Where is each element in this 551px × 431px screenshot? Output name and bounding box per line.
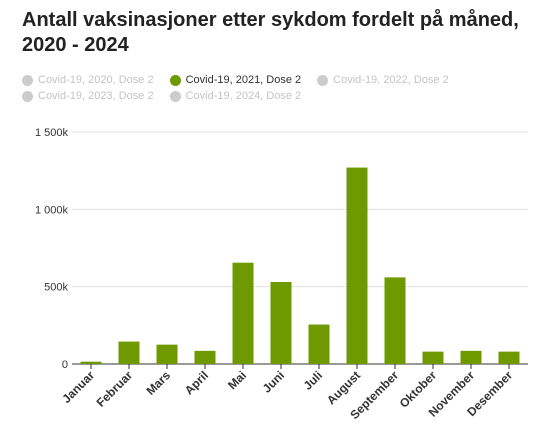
legend-item[interactable]: Covid-19, 2024, Dose 2	[169, 90, 302, 102]
x-tick-label: Juni	[260, 368, 287, 395]
y-tick-label: 500k	[44, 282, 68, 294]
bar[interactable]	[194, 350, 216, 364]
y-tick-label: 1 000k	[35, 204, 69, 216]
legend-row: Covid-19, 2020, Dose 2 Covid-19, 2021, Do…	[22, 72, 542, 88]
legend-label: Covid-19, 2023, Dose 2	[38, 90, 154, 102]
bar[interactable]	[270, 282, 292, 364]
legend-row: Covid-19, 2023, Dose 2 Covid-19, 2024, Do…	[22, 88, 542, 104]
legend-dot-icon	[169, 74, 181, 86]
legend-label: Covid-19, 2022, Dose 2	[333, 74, 449, 86]
chart-legend: Covid-19, 2020, Dose 2 Covid-19, 2021, Do…	[22, 72, 542, 104]
bar[interactable]	[422, 351, 444, 364]
legend-item[interactable]: Covid-19, 2023, Dose 2	[22, 90, 154, 102]
legend-item[interactable]: Covid-19, 2020, Dose 2	[22, 74, 154, 86]
x-tick-label: Mars	[143, 368, 173, 398]
bar[interactable]	[308, 324, 330, 364]
bar[interactable]	[346, 167, 368, 364]
legend-label: Covid-19, 2024, Dose 2	[185, 90, 302, 102]
bar[interactable]	[460, 350, 482, 364]
bar[interactable]	[80, 361, 102, 364]
x-tick-label: Mai	[225, 368, 249, 392]
x-tick-label: Februar	[94, 368, 136, 410]
legend-label: Covid-19, 2021, Dose 2	[185, 74, 302, 86]
legend-item[interactable]: Covid-19, 2022, Dose 2	[317, 74, 449, 86]
y-tick-label: 0	[62, 359, 68, 371]
legend-dot-icon	[169, 90, 181, 102]
legend-dot-icon	[22, 90, 33, 102]
chart-title: Antall vaksinasjoner etter sykdom fordel…	[22, 9, 519, 56]
bar[interactable]	[156, 344, 178, 364]
legend-label: Covid-19, 2020, Dose 2	[38, 74, 154, 86]
bar[interactable]	[384, 277, 406, 364]
legend-dot-icon	[22, 74, 33, 86]
bar[interactable]	[118, 341, 140, 364]
y-tick-label: 1 500k	[35, 127, 69, 139]
x-tick-label: Januar	[59, 368, 97, 406]
bar[interactable]	[498, 351, 520, 364]
bar[interactable]	[232, 262, 254, 364]
x-tick-label: April	[182, 368, 211, 397]
legend-dot-icon	[317, 74, 329, 86]
legend-item[interactable]: Covid-19, 2021, Dose 2	[169, 74, 302, 86]
x-tick-label: Juli	[301, 368, 326, 393]
